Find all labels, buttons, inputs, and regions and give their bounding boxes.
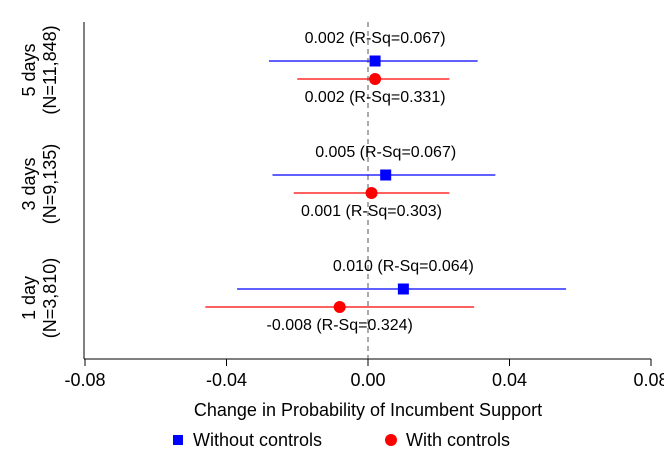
- group-label-title: 1 day: [19, 276, 39, 320]
- group-label-n: (N=11,848): [40, 25, 60, 114]
- estimate-label: 0.002 (R-Sq=0.067): [305, 30, 446, 47]
- group-label-title: 5 days: [19, 43, 39, 96]
- estimate-square-marker: [380, 169, 392, 181]
- estimate-circle-marker: [365, 187, 378, 199]
- x-tick-label: -0.08: [64, 370, 105, 390]
- estimate-label: 0.010 (R-Sq=0.064): [333, 258, 474, 275]
- legend: Without controls With controls: [173, 430, 510, 450]
- y-group-labels: 5 days (N=11,848) 3 days (N=9,135) 1 day (N=3…: [19, 25, 60, 338]
- legend-label: With controls: [406, 430, 510, 450]
- x-ticks: -0.08 -0.04 0.00 0.04 0.08: [64, 359, 664, 390]
- x-tick-label: 0.04: [492, 370, 527, 390]
- x-tick-label: 0.08: [633, 370, 664, 390]
- legend-label: Without controls: [193, 430, 322, 450]
- estimate-circle-marker: [333, 301, 346, 313]
- estimate-square-marker: [369, 55, 381, 67]
- x-axis-title: Change in Probability of Incumbent Suppo…: [194, 400, 542, 420]
- group-label-title: 3 days: [19, 157, 39, 210]
- estimate-square-marker: [397, 283, 409, 295]
- legend-circle-swatch: [385, 434, 397, 446]
- group-label-n: (N=9,135): [40, 144, 60, 225]
- estimate-label: -0.008 (R-Sq=0.324): [267, 317, 413, 334]
- estimate-label: 0.005 (R-Sq=0.067): [315, 144, 456, 161]
- estimate-label: 0.001 (R-Sq=0.303): [301, 203, 442, 220]
- chart-marks: 0.002 (R-Sq=0.067) 0.005 (R-Sq=0.067) 0.01…: [205, 30, 567, 334]
- x-tick-label: 0.00: [350, 370, 385, 390]
- legend-square-swatch: [173, 435, 183, 445]
- estimate-label: 0.002 (R-Sq=0.331): [305, 89, 446, 106]
- x-tick-label: -0.04: [206, 370, 247, 390]
- group-label-n: (N=3,810): [40, 258, 60, 339]
- estimate-circle-marker: [369, 73, 382, 85]
